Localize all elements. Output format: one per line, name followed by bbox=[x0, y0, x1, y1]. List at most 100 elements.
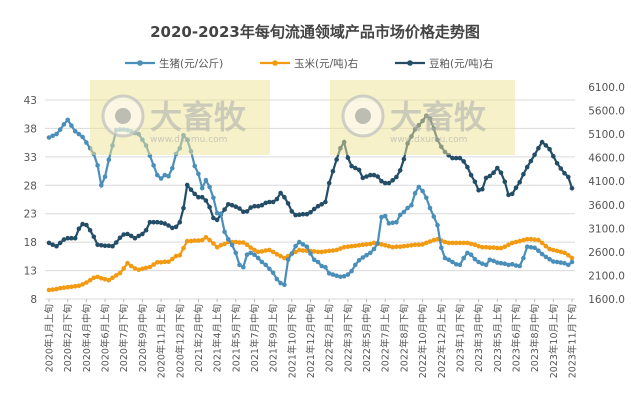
data-point bbox=[311, 206, 317, 212]
data-point bbox=[566, 262, 571, 268]
watermark-text: 大畜牧 bbox=[150, 98, 247, 136]
data-point bbox=[498, 260, 504, 266]
data-point bbox=[214, 217, 220, 223]
data-point bbox=[319, 263, 325, 269]
data-point bbox=[386, 243, 392, 249]
data-point bbox=[293, 249, 298, 255]
left-tick-label: 18 bbox=[24, 237, 37, 249]
data-point bbox=[558, 249, 564, 255]
data-point bbox=[513, 263, 519, 268]
data-point bbox=[181, 245, 186, 251]
data-point bbox=[517, 263, 522, 269]
data-point bbox=[506, 192, 511, 198]
right-tick-label: 6100.0 bbox=[588, 82, 625, 94]
data-point bbox=[539, 240, 545, 246]
data-point bbox=[91, 234, 97, 240]
right-tick-label: 3100.0 bbox=[588, 223, 625, 235]
data-point bbox=[110, 275, 115, 281]
data-point bbox=[566, 174, 571, 180]
x-tick-label: 2021年5月下旬 bbox=[230, 304, 242, 372]
data-point bbox=[453, 240, 459, 246]
legend-item: 玉米(元/吨)右 bbox=[260, 57, 358, 70]
data-point bbox=[401, 243, 407, 249]
data-point bbox=[267, 199, 272, 205]
data-point bbox=[480, 244, 485, 250]
data-point bbox=[57, 285, 63, 291]
data-point bbox=[450, 155, 455, 161]
data-point bbox=[502, 244, 508, 249]
data-point bbox=[427, 239, 433, 244]
data-point bbox=[431, 237, 437, 243]
data-point bbox=[99, 183, 104, 188]
data-point bbox=[480, 261, 485, 267]
data-point bbox=[521, 255, 526, 261]
data-point bbox=[491, 245, 496, 250]
data-point bbox=[50, 242, 55, 248]
x-tick-label: 2021年9月上旬 bbox=[268, 304, 280, 372]
data-point bbox=[566, 252, 571, 258]
data-point bbox=[99, 243, 104, 248]
data-point bbox=[315, 203, 321, 209]
data-point bbox=[338, 246, 343, 251]
data-point bbox=[255, 249, 261, 255]
data-point bbox=[65, 284, 70, 290]
data-point bbox=[368, 172, 373, 178]
data-point bbox=[196, 238, 201, 243]
data-point bbox=[476, 259, 481, 265]
data-point bbox=[267, 247, 272, 253]
data-point bbox=[551, 247, 556, 253]
x-tick-label: 2022年12月上旬 bbox=[436, 304, 448, 378]
data-point bbox=[99, 276, 104, 281]
data-point bbox=[330, 272, 336, 277]
x-tick-label: 2020年7月下旬 bbox=[118, 304, 130, 372]
data-point bbox=[506, 262, 511, 268]
data-point bbox=[334, 247, 339, 253]
data-point bbox=[143, 265, 149, 271]
data-point bbox=[237, 262, 242, 268]
data-point bbox=[371, 172, 377, 178]
data-point bbox=[450, 259, 455, 265]
x-tick-label: 2021年2月中旬 bbox=[193, 304, 205, 372]
data-point bbox=[547, 256, 552, 262]
data-point bbox=[173, 253, 179, 259]
data-point bbox=[495, 165, 500, 171]
data-point bbox=[54, 243, 59, 249]
data-point bbox=[95, 163, 100, 168]
data-point bbox=[487, 173, 493, 179]
data-point bbox=[222, 229, 227, 235]
right-tick-label: 4600.0 bbox=[588, 153, 625, 165]
data-point bbox=[121, 232, 126, 237]
data-point bbox=[491, 258, 496, 264]
data-point bbox=[521, 237, 526, 243]
data-point bbox=[136, 267, 141, 273]
data-point bbox=[551, 259, 556, 264]
x-tick-label: 2021年4月上旬 bbox=[212, 304, 224, 372]
data-point bbox=[91, 275, 97, 281]
data-point bbox=[375, 174, 381, 179]
data-point bbox=[394, 174, 399, 180]
data-point bbox=[446, 257, 452, 263]
data-point bbox=[356, 243, 362, 248]
data-point bbox=[65, 117, 70, 123]
data-point bbox=[282, 282, 287, 288]
x-tick-label: 2023年3月中旬 bbox=[473, 304, 485, 372]
data-point bbox=[409, 243, 414, 248]
data-point bbox=[364, 174, 369, 179]
data-point bbox=[416, 184, 422, 190]
data-point bbox=[252, 203, 257, 209]
data-point bbox=[222, 207, 227, 212]
data-point bbox=[267, 266, 272, 272]
data-point bbox=[382, 213, 388, 219]
data-point bbox=[46, 240, 52, 246]
data-point bbox=[87, 277, 93, 283]
data-point bbox=[554, 248, 560, 254]
x-tick-label: 2020年4月中旬 bbox=[81, 304, 93, 372]
data-point bbox=[72, 235, 78, 241]
data-point bbox=[536, 248, 541, 253]
data-point bbox=[420, 188, 425, 194]
data-point bbox=[222, 241, 227, 247]
data-point bbox=[177, 219, 183, 225]
data-point bbox=[371, 246, 377, 252]
data-point bbox=[543, 143, 549, 148]
